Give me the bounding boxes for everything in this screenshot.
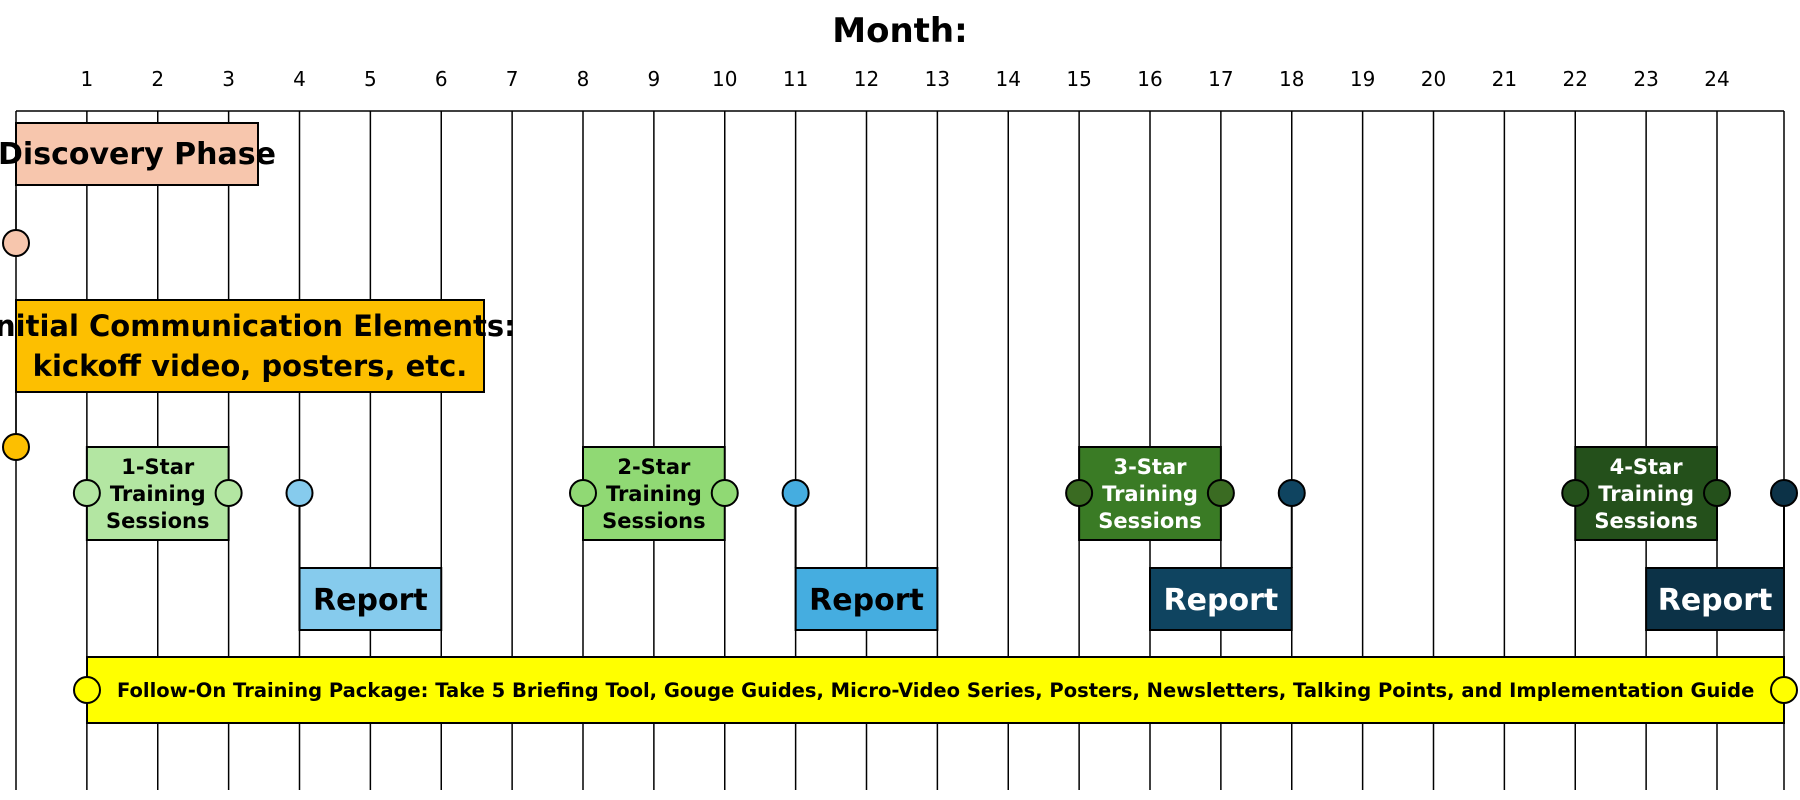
report-3: Report xyxy=(1149,479,1306,631)
report-box xyxy=(1645,567,1785,631)
month-label: 18 xyxy=(1279,67,1304,91)
follow-on-package-box xyxy=(86,656,1785,724)
training-end-node xyxy=(1206,479,1235,507)
report-label: Report xyxy=(1658,583,1773,618)
month-label: 7 xyxy=(506,67,519,91)
training-session-3: 3-Star Training Sessions xyxy=(1065,446,1235,541)
training-end-node xyxy=(214,479,243,507)
month-label: 11 xyxy=(783,67,808,91)
training-label: Training xyxy=(606,482,702,506)
training-box xyxy=(1574,446,1718,541)
follow-on-package: Follow-On Training Package: Take 5 Brief… xyxy=(73,656,1798,724)
month-label: 15 xyxy=(1066,67,1091,91)
initial-communication-node xyxy=(2,433,30,461)
training-label: 3-Star xyxy=(1113,455,1187,479)
report-node xyxy=(1770,479,1798,507)
report-node xyxy=(1277,479,1306,507)
report-node xyxy=(285,479,314,507)
month-label: 17 xyxy=(1208,67,1233,91)
training-label: 4-Star xyxy=(1610,455,1684,479)
month-labels: 1 2 3 4 5 6 7 8 9 10 11 12 13 14 15 16 17 18 19 20 21 22 23 24 xyxy=(81,67,1730,91)
training-start-node xyxy=(72,479,101,507)
month-title: Month: xyxy=(832,11,967,51)
month-label: 13 xyxy=(925,67,950,91)
training-start-node xyxy=(1561,479,1590,507)
report-label: Report xyxy=(313,583,428,618)
month-label: 3 xyxy=(222,67,235,91)
training-session-4: 4-Star Training Sessions xyxy=(1561,446,1731,541)
report-2: Report xyxy=(781,479,939,631)
discovery-phase-node xyxy=(2,229,30,257)
initial-communication-box xyxy=(15,299,485,393)
month-label: 16 xyxy=(1137,67,1162,91)
training-end-node xyxy=(710,479,739,507)
month-label: 20 xyxy=(1421,67,1446,91)
month-label: 9 xyxy=(648,67,661,91)
initial-communication-line2: kickoff video, posters, etc. xyxy=(33,349,468,383)
report-box xyxy=(1149,567,1293,631)
training-session-1: 1-Star Training Sessions xyxy=(72,446,243,541)
training-sessions: 1-Star Training Sessions 2-Star Training Sess… xyxy=(72,446,1731,541)
training-label: Training xyxy=(1598,482,1694,506)
month-label: 6 xyxy=(435,67,448,91)
month-label: 5 xyxy=(364,67,377,91)
report-label: Report xyxy=(809,583,924,618)
training-session-2: 2-Star Training Sessions xyxy=(569,446,739,541)
training-start-node xyxy=(1065,479,1094,507)
training-label: Sessions xyxy=(106,509,209,533)
month-label: 19 xyxy=(1350,67,1375,91)
training-label: Sessions xyxy=(1594,509,1697,533)
report-box xyxy=(794,567,939,631)
report-1: Report xyxy=(285,479,443,631)
initial-communication-line1: Initial Communication Elements: xyxy=(0,309,516,343)
training-label: Training xyxy=(110,482,206,506)
month-label: 8 xyxy=(577,67,590,91)
month-label: 14 xyxy=(996,67,1021,91)
month-label: 4 xyxy=(293,67,306,91)
follow-on-start-node xyxy=(73,676,101,704)
training-box xyxy=(1078,446,1222,541)
month-label: 21 xyxy=(1492,67,1517,91)
training-label: Sessions xyxy=(602,509,705,533)
report-4: Report xyxy=(1645,479,1798,631)
month-label: 12 xyxy=(854,67,879,91)
training-label: Sessions xyxy=(1098,509,1201,533)
month-label: 2 xyxy=(151,67,164,91)
month-label: 24 xyxy=(1704,67,1729,91)
month-label: 23 xyxy=(1633,67,1658,91)
follow-on-package-label: Follow-On Training Package: Take 5 Brief… xyxy=(117,679,1754,702)
initial-communication: Initial Communication Elements: kickoff … xyxy=(0,299,516,461)
discovery-phase: Discovery Phase xyxy=(0,122,276,257)
month-label: 22 xyxy=(1563,67,1588,91)
follow-on-end-node xyxy=(1770,676,1798,704)
training-label: 2-Star xyxy=(617,455,691,479)
discovery-phase-box xyxy=(15,122,259,186)
month-label: 10 xyxy=(712,67,737,91)
month-label: 1 xyxy=(81,67,94,91)
report-node xyxy=(781,479,810,507)
training-end-node xyxy=(1703,479,1731,507)
training-label: 1-Star xyxy=(121,455,195,479)
training-start-node xyxy=(569,479,597,507)
report-box xyxy=(298,567,443,631)
reports: Report Report Report Report xyxy=(285,479,1798,631)
discovery-phase-label: Discovery Phase xyxy=(0,137,276,172)
report-label: Report xyxy=(1164,583,1279,618)
training-label: Training xyxy=(1102,482,1198,506)
